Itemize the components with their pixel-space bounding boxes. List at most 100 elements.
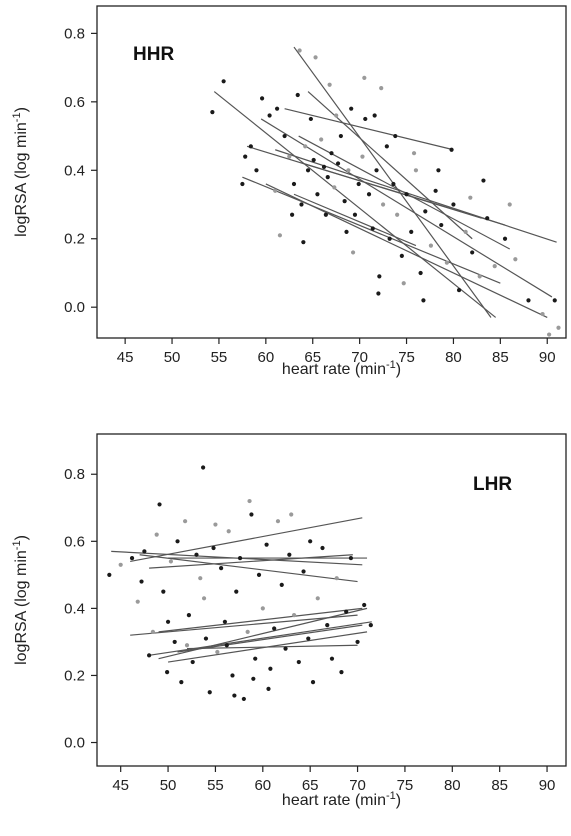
data-point (421, 298, 426, 303)
data-point (283, 646, 288, 651)
x-tick-label: 80 (444, 777, 461, 794)
data-point (168, 559, 174, 564)
data-point (320, 545, 325, 551)
data-point (291, 612, 297, 618)
data-point (321, 164, 327, 169)
data-point (266, 686, 271, 691)
x-tick-label: 90 (539, 777, 556, 794)
data-point (308, 116, 313, 122)
regression-line (213, 91, 497, 318)
data-point (332, 185, 337, 190)
regression-line (139, 554, 358, 583)
data-point (346, 168, 351, 173)
y-axis-label: logRSA (log min-1) (11, 535, 30, 665)
data-point (299, 202, 304, 207)
x-tick-label: 55 (207, 777, 224, 794)
x-tick-label: 85 (492, 349, 509, 366)
data-point (355, 639, 360, 645)
data-point (363, 116, 368, 122)
data-point (468, 195, 473, 200)
data-point (319, 137, 324, 142)
data-point (329, 151, 334, 156)
data-point (232, 693, 237, 698)
data-point (245, 629, 250, 634)
x-tick-label: 70 (349, 777, 366, 794)
data-point (184, 643, 190, 648)
data-point (352, 212, 358, 217)
y-tick-label: 0.6 (64, 533, 85, 550)
data-point (334, 576, 339, 581)
data-point (226, 529, 231, 534)
data-point (315, 596, 320, 601)
regression-line (293, 193, 417, 247)
x-tick-label: 90 (539, 349, 556, 366)
data-point (335, 161, 341, 166)
data-point (207, 690, 212, 695)
y-tick-label: 0.8 (64, 25, 85, 42)
data-point (198, 576, 203, 581)
data-point (433, 188, 438, 193)
data-point (157, 502, 162, 507)
data-point (118, 562, 123, 567)
data-point (477, 274, 482, 279)
data-point (449, 147, 454, 152)
regression-line (158, 607, 368, 660)
regression-line (265, 183, 548, 319)
data-point (342, 198, 347, 204)
data-point (413, 168, 419, 173)
data-point (215, 649, 220, 655)
regression-line (177, 624, 363, 653)
regression-line (158, 607, 363, 633)
data-point (267, 113, 272, 118)
data-point (190, 659, 195, 665)
data-point (210, 110, 215, 115)
y-tick-label: 0.4 (64, 162, 85, 179)
x-tick-label: 65 (302, 777, 319, 794)
data-point (272, 626, 277, 631)
data-point (526, 298, 531, 303)
data-point (241, 696, 246, 702)
data-point (334, 113, 339, 118)
data-point (411, 151, 417, 156)
regression-line (242, 176, 501, 284)
data-point (268, 666, 273, 671)
data-point (470, 250, 475, 255)
data-point (139, 579, 144, 584)
x-tick-label: 65 (304, 349, 321, 366)
x-tick-label: 55 (211, 349, 228, 366)
data-point (289, 512, 294, 517)
data-point (290, 212, 295, 217)
data-point (282, 133, 287, 139)
data-point (339, 670, 344, 675)
regression-line (307, 91, 473, 240)
y-tick-label: 0.6 (64, 94, 85, 111)
data-point (296, 659, 301, 665)
data-point (260, 606, 265, 611)
data-point (463, 229, 468, 234)
data-point (436, 168, 441, 173)
data-point (142, 549, 147, 554)
x-tick-label: 50 (164, 349, 181, 366)
data-point (451, 202, 456, 207)
data-point (391, 181, 396, 187)
data-point (360, 154, 365, 159)
data-point (502, 236, 508, 241)
data-point (129, 555, 135, 561)
data-point (186, 612, 192, 618)
data-point (404, 192, 409, 197)
data-point (211, 545, 216, 551)
x-tick-label: 80 (445, 349, 462, 366)
data-point (213, 522, 218, 527)
data-point (201, 465, 206, 470)
data-point (306, 636, 311, 641)
data-point (344, 229, 349, 234)
regression-line (149, 554, 353, 569)
regression-line (275, 149, 557, 243)
data-point (338, 133, 343, 139)
data-point (540, 311, 545, 317)
data-point (310, 680, 316, 685)
data-point (183, 519, 188, 524)
data-point (165, 670, 170, 675)
